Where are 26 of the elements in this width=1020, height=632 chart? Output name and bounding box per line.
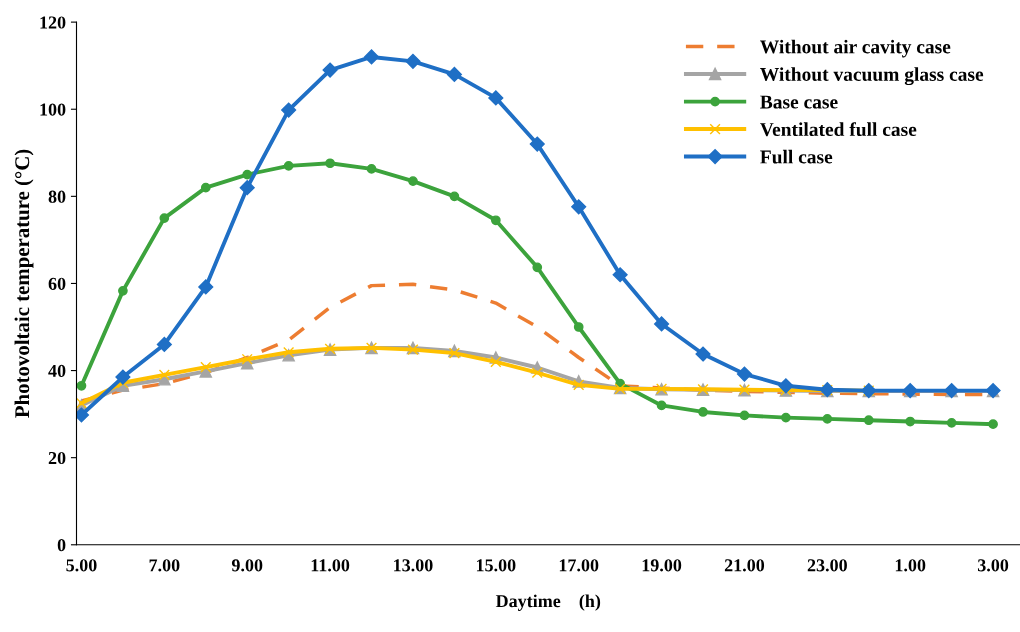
x-axis-title: Daytime (h) (495, 594, 601, 611)
legend-label: Full case (760, 149, 833, 164)
x-tick-label: 19.00 (642, 559, 682, 572)
x-tick-label: 3.00 (977, 559, 1009, 572)
x-tick-label: 5.00 (66, 559, 97, 572)
y-tick-label: 100 (40, 103, 66, 116)
legend-label: Without vacuum glass case (760, 67, 984, 86)
y-tick-label: 40 (48, 364, 66, 377)
y-tick-label: 60 (48, 277, 66, 290)
y-tick-label: 80 (48, 190, 66, 203)
legend-label: Base case (760, 95, 838, 109)
x-tick-label: 17.00 (559, 559, 599, 572)
legend-label: Without air cavity case (760, 39, 951, 58)
legend-label: Ventilated full case (760, 122, 917, 137)
x-tick-label: 13.00 (394, 559, 433, 572)
y-tick-label: 0 (57, 539, 66, 552)
y-tick-label: 120 (40, 16, 66, 29)
x-tick-label: 21.00 (724, 559, 765, 572)
x-tick-label: 9.00 (231, 559, 263, 572)
x-tick-label: 15.00 (476, 559, 516, 572)
x-tick-label: 1.00 (895, 559, 926, 572)
y-axis-title: Photovoltaic temperature (°C) (14, 149, 34, 418)
y-tick-label: 20 (48, 451, 66, 465)
x-tick-label: 11.00 (311, 559, 350, 572)
x-tick-label: 23.00 (807, 559, 847, 572)
x-tick-label: 7.00 (149, 559, 180, 572)
